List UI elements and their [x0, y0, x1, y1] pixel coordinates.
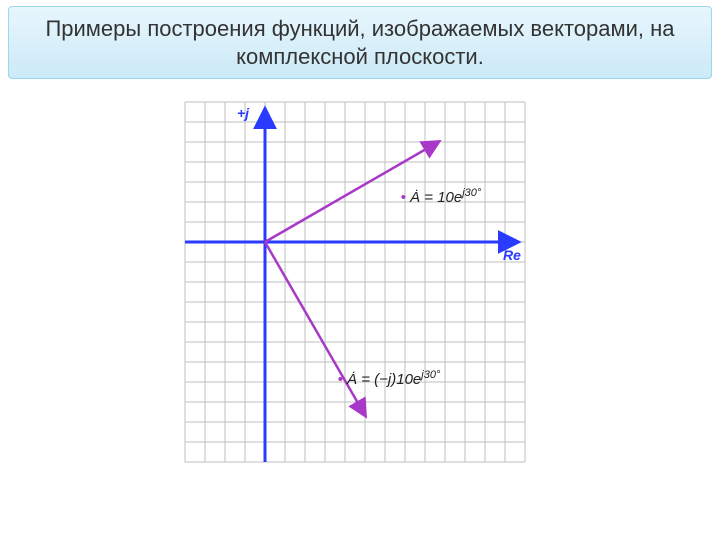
- axes: [185, 110, 517, 462]
- grid: [185, 102, 525, 462]
- chart-area: +jRe• Ȧ = 10ej30°• Ȧ = (−j)10ej30°: [0, 97, 720, 477]
- y-axis-label: +j: [237, 105, 250, 121]
- formula-0: • Ȧ = 10ej30°: [401, 187, 482, 206]
- complex-plane-diagram: +jRe• Ȧ = 10ej30°• Ȧ = (−j)10ej30°: [180, 97, 540, 477]
- slide-title: Примеры построения функций, изображаемых…: [8, 6, 712, 79]
- slide-title-text: Примеры построения функций, изображаемых…: [45, 16, 674, 69]
- x-axis-label: Re: [503, 247, 521, 263]
- vector-1: [265, 242, 365, 415]
